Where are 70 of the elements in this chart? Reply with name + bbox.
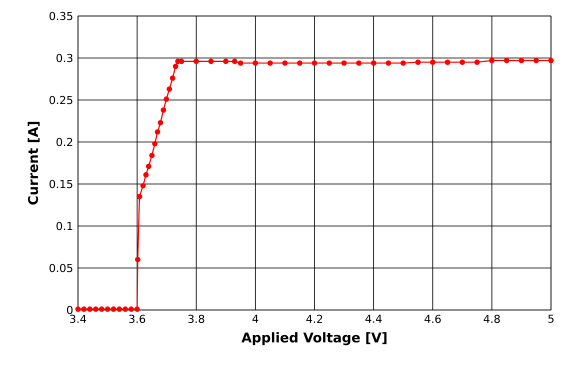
x-tick-label: 3.4 xyxy=(70,314,86,324)
point xyxy=(158,120,164,126)
point xyxy=(326,60,332,66)
point xyxy=(282,60,288,66)
point xyxy=(116,306,122,312)
x-tick-label: 4.4 xyxy=(365,314,382,323)
x-tick-label: 4.6 xyxy=(424,314,441,324)
point xyxy=(172,64,178,70)
y-tick-label: 0.35 xyxy=(50,12,72,20)
point xyxy=(252,60,258,66)
y-tick-label: 0.3 xyxy=(56,54,72,62)
point xyxy=(415,59,421,65)
point xyxy=(232,58,238,64)
point xyxy=(110,306,116,312)
y-axis-title: Current [A] xyxy=(28,122,40,205)
point xyxy=(474,59,480,65)
x-tick-label: 4.8 xyxy=(484,314,500,324)
x-tick-label: 5 xyxy=(548,314,554,323)
x-tick-label: 3.8 xyxy=(188,314,204,324)
y-tick-label: 0.1 xyxy=(56,222,72,230)
point xyxy=(75,306,81,312)
point xyxy=(164,96,170,102)
point xyxy=(341,60,347,66)
point xyxy=(194,58,199,64)
point xyxy=(152,140,158,146)
point xyxy=(81,306,87,312)
point xyxy=(93,306,98,312)
point xyxy=(430,59,436,65)
point xyxy=(149,152,155,158)
y-tick-label: 0.2 xyxy=(56,138,72,146)
point xyxy=(267,60,273,66)
point xyxy=(160,107,166,113)
point xyxy=(128,306,134,312)
point xyxy=(238,60,244,66)
x-tick-label: 4.2 xyxy=(306,314,322,323)
point xyxy=(143,172,149,178)
y-tick-label: 0.25 xyxy=(50,96,72,104)
point xyxy=(312,60,318,66)
point xyxy=(223,58,229,64)
point xyxy=(154,129,160,135)
point xyxy=(134,306,140,312)
point xyxy=(518,58,524,64)
y-tick-label: 0.15 xyxy=(50,180,72,188)
point xyxy=(296,60,302,66)
point xyxy=(122,306,128,312)
x-tick-label: 4 xyxy=(252,314,258,323)
point xyxy=(548,58,554,64)
point xyxy=(208,58,214,64)
point xyxy=(504,58,510,64)
point xyxy=(460,59,466,65)
point xyxy=(356,60,362,66)
point xyxy=(386,60,392,66)
point xyxy=(146,164,152,170)
point xyxy=(136,194,142,200)
y-tick-label: 0 xyxy=(67,306,73,314)
point xyxy=(104,306,110,312)
point xyxy=(87,306,93,312)
x-axis-title: Applied Voltage [V] xyxy=(241,332,386,346)
point xyxy=(370,60,376,66)
y-tick-label: 0.05 xyxy=(50,264,72,272)
point xyxy=(166,86,172,92)
point xyxy=(400,60,406,66)
point xyxy=(140,182,146,188)
point xyxy=(170,75,176,81)
point xyxy=(489,58,495,64)
point xyxy=(98,306,104,312)
point xyxy=(134,256,140,262)
x-tick-label: 3.6 xyxy=(129,314,146,324)
point xyxy=(444,59,450,65)
point xyxy=(533,58,539,64)
